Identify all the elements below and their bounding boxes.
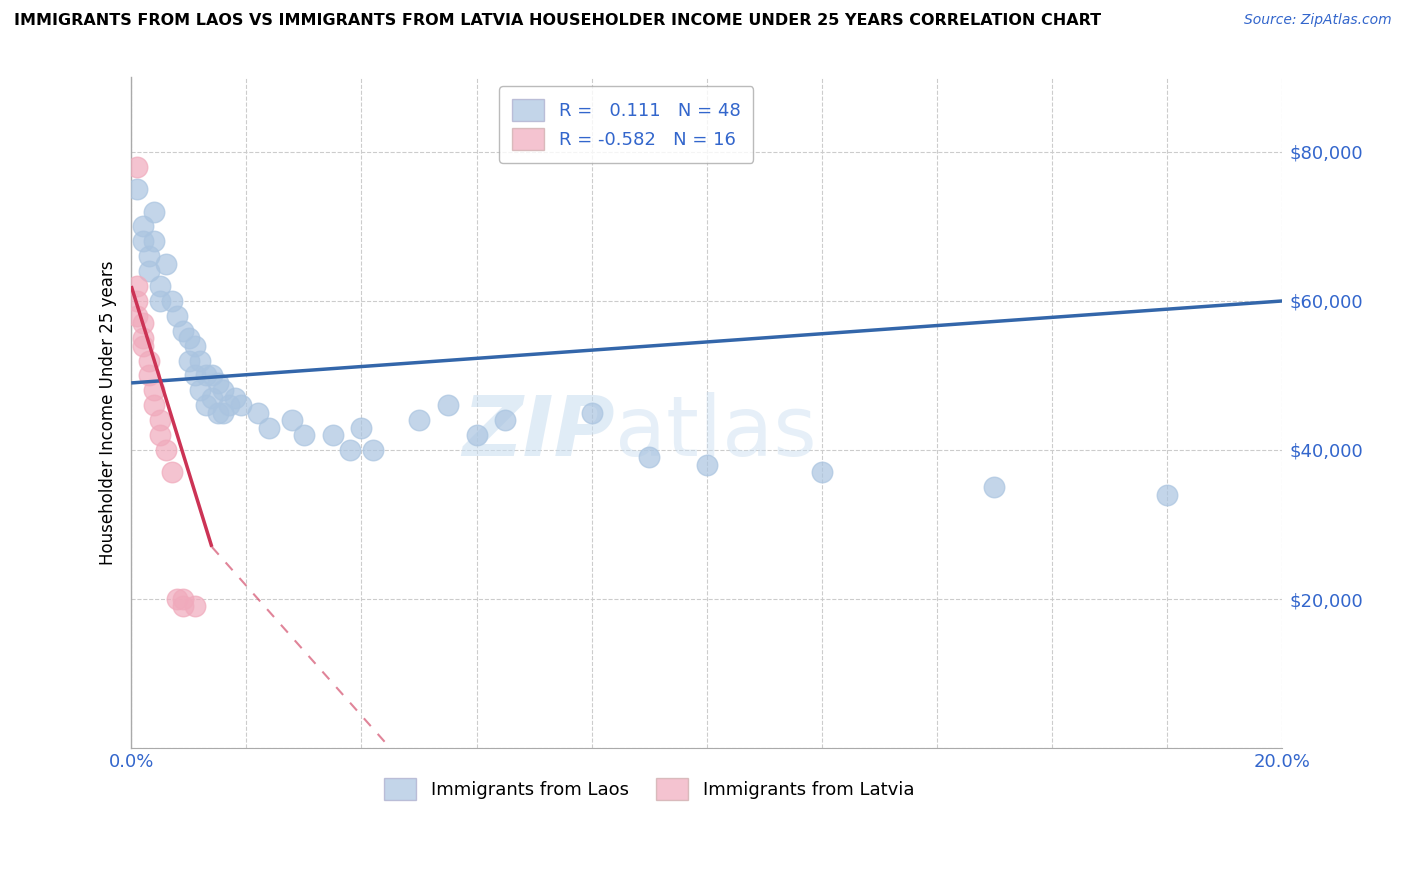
Point [149, 413, 172, 427]
Point [155, 257, 177, 271]
Point [132, 316, 155, 330]
Text: IMMIGRANTS FROM LAOS VS IMMIGRANTS FROM LATVIA HOUSEHOLDER INCOME UNDER 25 YEARS: IMMIGRANTS FROM LAOS VS IMMIGRANTS FROM … [14, 13, 1101, 29]
Point [195, 368, 218, 383]
Point [172, 599, 194, 614]
Point [166, 309, 188, 323]
Point [125, 182, 148, 196]
Point [292, 428, 315, 442]
Point [339, 442, 361, 457]
Point [983, 480, 1005, 494]
Point [259, 420, 281, 434]
Point [183, 599, 205, 614]
Point [494, 413, 516, 427]
Text: atlas: atlas [614, 392, 817, 474]
Point [125, 309, 148, 323]
Point [143, 384, 166, 398]
Point [246, 406, 269, 420]
Point [132, 331, 155, 345]
Point [177, 353, 200, 368]
Point [229, 398, 252, 412]
Point [138, 264, 160, 278]
Point [201, 368, 224, 383]
Point [207, 406, 229, 420]
Text: Source: ZipAtlas.com: Source: ZipAtlas.com [1244, 13, 1392, 28]
Point [212, 384, 235, 398]
Point [696, 458, 718, 472]
Point [177, 331, 200, 345]
Point [811, 466, 834, 480]
Point [183, 339, 205, 353]
Point [212, 406, 235, 420]
Point [581, 406, 603, 420]
Point [143, 204, 166, 219]
Point [436, 398, 458, 412]
Point [465, 428, 488, 442]
Point [149, 428, 172, 442]
Point [172, 592, 194, 607]
Point [201, 391, 224, 405]
Point [125, 160, 148, 174]
Point [132, 219, 155, 234]
Point [143, 235, 166, 249]
Point [195, 398, 218, 412]
Point [160, 466, 183, 480]
Point [188, 353, 211, 368]
Point [125, 279, 148, 293]
Point [183, 368, 205, 383]
Point [638, 450, 661, 465]
Point [188, 384, 211, 398]
Point [155, 442, 177, 457]
Point [138, 353, 160, 368]
Point [224, 391, 246, 405]
Point [408, 413, 430, 427]
Point [361, 442, 384, 457]
Point [125, 293, 148, 308]
Point [132, 235, 155, 249]
Point [143, 398, 166, 412]
Legend: Immigrants from Laos, Immigrants from Latvia: Immigrants from Laos, Immigrants from La… [371, 765, 927, 813]
Point [149, 293, 172, 308]
Point [322, 428, 344, 442]
Point [207, 376, 229, 390]
Text: ZIP: ZIP [463, 392, 614, 474]
Point [218, 398, 240, 412]
Point [149, 279, 172, 293]
Point [166, 592, 188, 607]
Y-axis label: Householder Income Under 25 years: Householder Income Under 25 years [100, 260, 117, 565]
Point [172, 324, 194, 338]
Point [132, 339, 155, 353]
Point [160, 293, 183, 308]
Point [1156, 488, 1178, 502]
Point [281, 413, 304, 427]
Point [138, 249, 160, 263]
Point [138, 368, 160, 383]
Point [350, 420, 373, 434]
